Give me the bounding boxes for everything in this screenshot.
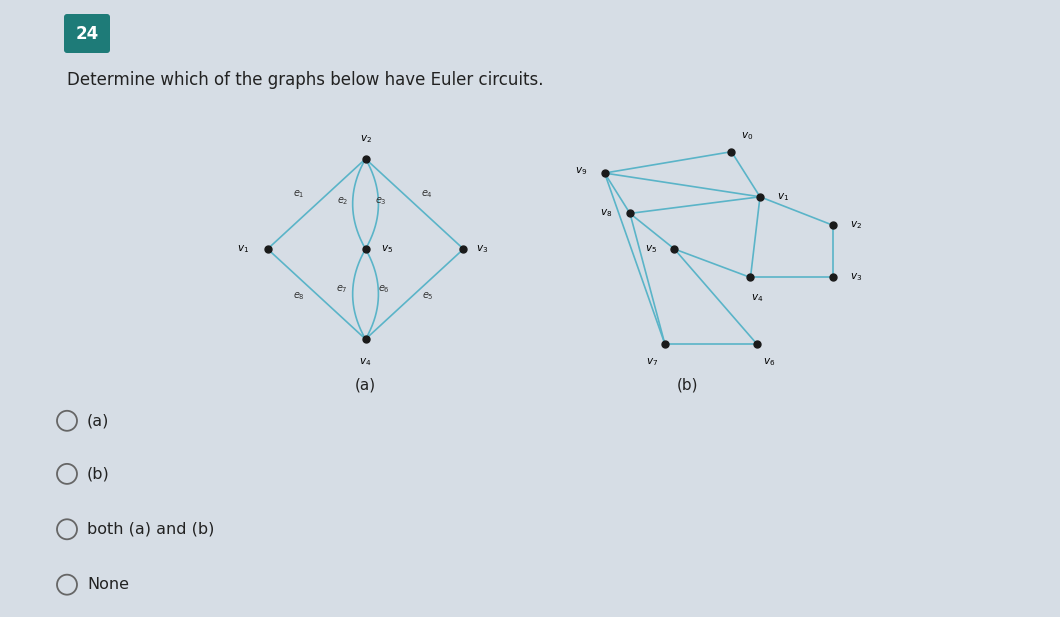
Text: $v_7$: $v_7$ — [647, 356, 658, 368]
Text: $e_{2}$: $e_{2}$ — [337, 196, 348, 207]
Text: $v_1$: $v_1$ — [237, 243, 249, 255]
Text: $v_3$: $v_3$ — [476, 243, 489, 255]
Text: None: None — [87, 577, 129, 592]
Text: $e_{4}$: $e_{4}$ — [422, 189, 434, 201]
Text: $v_3$: $v_3$ — [850, 271, 863, 283]
Text: (b): (b) — [87, 466, 110, 481]
Text: $e_{6}$: $e_{6}$ — [377, 283, 389, 296]
Text: $v_2$: $v_2$ — [359, 133, 372, 144]
Text: (b): (b) — [676, 377, 697, 392]
Text: both (a) and (b): both (a) and (b) — [87, 522, 214, 537]
Text: $e_{8}$: $e_{8}$ — [293, 291, 304, 302]
Text: $e_{1}$: $e_{1}$ — [293, 189, 304, 201]
Text: $v_8$: $v_8$ — [600, 207, 613, 219]
Text: Determine which of the graphs below have Euler circuits.: Determine which of the graphs below have… — [67, 71, 544, 89]
Text: $v_0$: $v_0$ — [741, 130, 754, 142]
Text: (a): (a) — [355, 377, 376, 392]
FancyBboxPatch shape — [64, 14, 110, 53]
Text: $v_1$: $v_1$ — [777, 191, 790, 203]
Text: $v_4$: $v_4$ — [359, 356, 372, 368]
Text: $v_9$: $v_9$ — [575, 165, 587, 176]
Text: $v_6$: $v_6$ — [763, 356, 776, 368]
Text: $e_{5}$: $e_{5}$ — [422, 291, 434, 302]
Text: 24: 24 — [75, 25, 99, 43]
Text: $e_{3}$: $e_{3}$ — [375, 196, 387, 207]
Text: $v_5$: $v_5$ — [644, 243, 657, 255]
Text: $e_{7}$: $e_{7}$ — [336, 283, 349, 296]
Text: $v_5$: $v_5$ — [381, 243, 393, 255]
Text: (a): (a) — [87, 413, 109, 428]
Text: $v_2$: $v_2$ — [850, 220, 863, 231]
Text: $v_4$: $v_4$ — [750, 292, 763, 304]
